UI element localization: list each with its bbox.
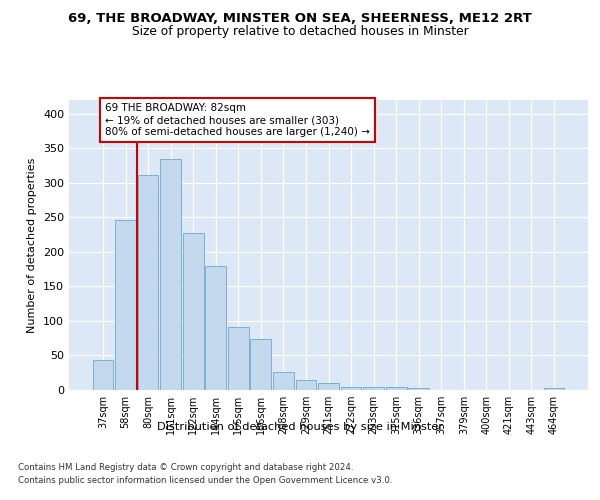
Bar (341, 386, 361, 390)
Text: 69 THE BROADWAY: 82sqm
← 19% of detached houses are smaller (303)
80% of semi-de: 69 THE BROADWAY: 82sqm ← 19% of detached… (105, 104, 370, 136)
Bar (92, 360, 113, 390)
Text: Contains HM Land Registry data © Crown copyright and database right 2024.: Contains HM Land Registry data © Crown c… (18, 464, 353, 472)
Bar (137, 174, 158, 390)
Bar (115, 220, 136, 390)
Bar (205, 266, 226, 390)
Text: Contains public sector information licensed under the Open Government Licence v3: Contains public sector information licen… (18, 476, 392, 485)
Text: Size of property relative to detached houses in Minster: Size of property relative to detached ho… (131, 25, 469, 38)
Bar (183, 232, 203, 390)
Bar (160, 158, 181, 390)
Bar (250, 339, 271, 390)
Bar (273, 372, 294, 390)
Bar (544, 388, 565, 390)
Y-axis label: Number of detached properties: Number of detached properties (28, 158, 37, 332)
Bar (363, 386, 384, 390)
Bar (386, 387, 407, 390)
Text: 69, THE BROADWAY, MINSTER ON SEA, SHEERNESS, ME12 2RT: 69, THE BROADWAY, MINSTER ON SEA, SHEERN… (68, 12, 532, 26)
Bar (318, 383, 339, 390)
Text: Distribution of detached houses by size in Minster: Distribution of detached houses by size … (157, 422, 443, 432)
Bar (409, 388, 429, 390)
Bar (228, 327, 248, 390)
Bar (296, 380, 316, 390)
